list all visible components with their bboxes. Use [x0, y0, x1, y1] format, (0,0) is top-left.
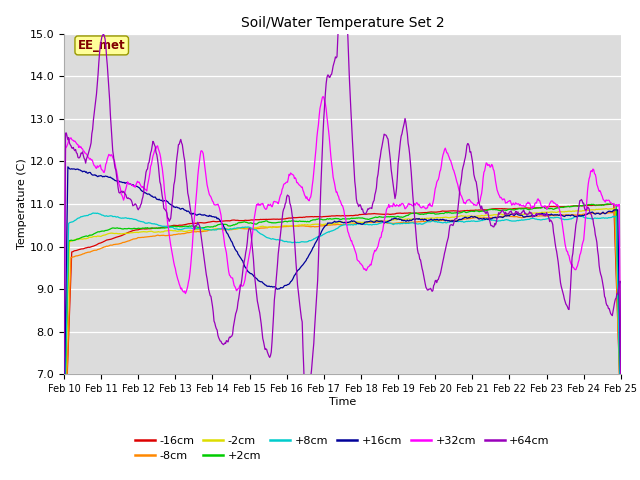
Legend: -16cm, -8cm, -2cm, +2cm, +8cm, +16cm, +32cm, +64cm: -16cm, -8cm, -2cm, +2cm, +8cm, +16cm, +3…	[131, 431, 554, 466]
X-axis label: Time: Time	[329, 397, 356, 407]
Y-axis label: Temperature (C): Temperature (C)	[17, 158, 27, 250]
Text: EE_met: EE_met	[78, 39, 125, 52]
Title: Soil/Water Temperature Set 2: Soil/Water Temperature Set 2	[241, 16, 444, 30]
